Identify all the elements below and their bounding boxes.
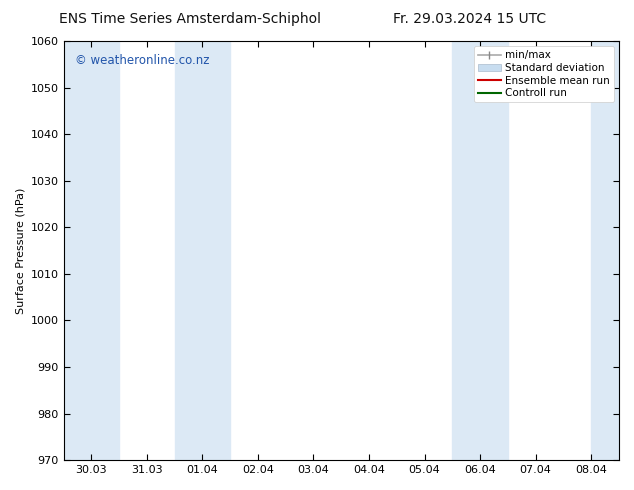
Text: ENS Time Series Amsterdam-Schiphol: ENS Time Series Amsterdam-Schiphol — [59, 12, 321, 26]
Bar — [453, 41, 508, 460]
Legend: min/max, Standard deviation, Ensemble mean run, Controll run: min/max, Standard deviation, Ensemble me… — [474, 46, 614, 102]
Bar — [63, 41, 119, 460]
Bar — [592, 41, 619, 460]
Text: Fr. 29.03.2024 15 UTC: Fr. 29.03.2024 15 UTC — [392, 12, 546, 26]
Text: © weatheronline.co.nz: © weatheronline.co.nz — [75, 53, 209, 67]
Bar — [174, 41, 230, 460]
Y-axis label: Surface Pressure (hPa): Surface Pressure (hPa) — [15, 187, 25, 314]
